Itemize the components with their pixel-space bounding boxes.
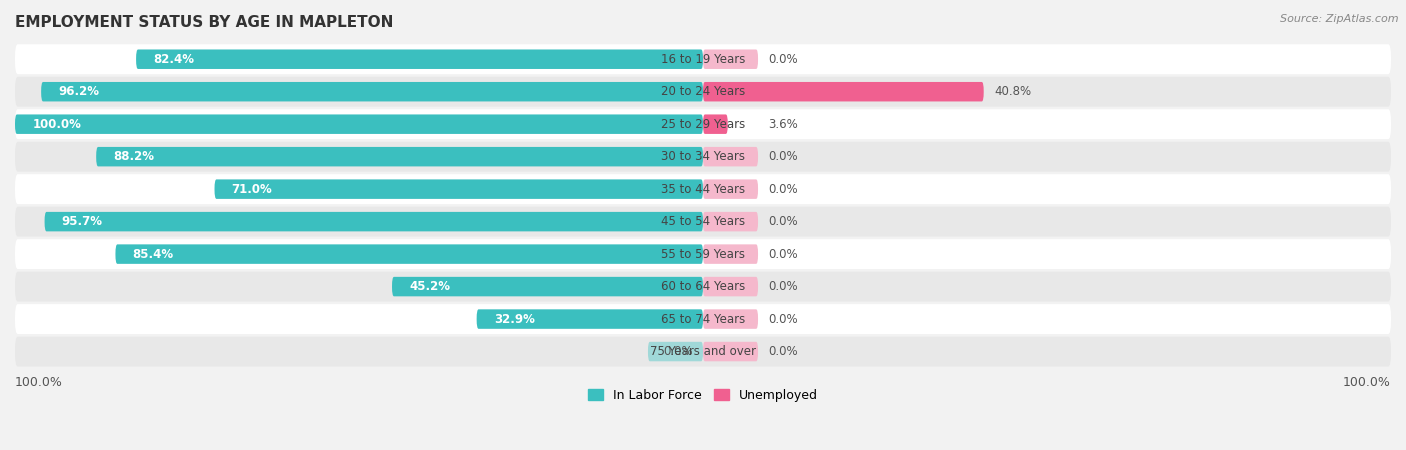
Text: 20 to 24 Years: 20 to 24 Years [661, 85, 745, 98]
FancyBboxPatch shape [15, 114, 703, 134]
FancyBboxPatch shape [15, 109, 1391, 139]
Text: 82.4%: 82.4% [153, 53, 194, 66]
FancyBboxPatch shape [648, 342, 703, 361]
Text: 25 to 29 Years: 25 to 29 Years [661, 118, 745, 130]
FancyBboxPatch shape [703, 244, 758, 264]
Text: 65 to 74 Years: 65 to 74 Years [661, 313, 745, 326]
Text: 0.0%: 0.0% [768, 53, 799, 66]
Text: 100.0%: 100.0% [32, 118, 82, 130]
Text: 16 to 19 Years: 16 to 19 Years [661, 53, 745, 66]
FancyBboxPatch shape [703, 82, 984, 101]
FancyBboxPatch shape [15, 77, 1391, 107]
Text: 88.2%: 88.2% [114, 150, 155, 163]
FancyBboxPatch shape [41, 82, 703, 101]
Text: 60 to 64 Years: 60 to 64 Years [661, 280, 745, 293]
Text: 0.0%: 0.0% [768, 248, 799, 261]
Text: Source: ZipAtlas.com: Source: ZipAtlas.com [1281, 14, 1399, 23]
FancyBboxPatch shape [703, 212, 758, 231]
Text: 75 Years and over: 75 Years and over [650, 345, 756, 358]
Text: 0.0%: 0.0% [768, 150, 799, 163]
Text: 0.0%: 0.0% [664, 345, 693, 358]
Legend: In Labor Force, Unemployed: In Labor Force, Unemployed [583, 383, 823, 406]
Text: 3.6%: 3.6% [768, 118, 799, 130]
FancyBboxPatch shape [15, 142, 1391, 171]
Text: 0.0%: 0.0% [768, 183, 799, 196]
FancyBboxPatch shape [703, 114, 728, 134]
FancyBboxPatch shape [703, 309, 758, 329]
Text: 95.7%: 95.7% [62, 215, 103, 228]
FancyBboxPatch shape [703, 342, 758, 361]
Text: 35 to 44 Years: 35 to 44 Years [661, 183, 745, 196]
FancyBboxPatch shape [15, 207, 1391, 237]
FancyBboxPatch shape [15, 304, 1391, 334]
Text: 0.0%: 0.0% [768, 215, 799, 228]
Text: 71.0%: 71.0% [232, 183, 273, 196]
Text: 45 to 54 Years: 45 to 54 Years [661, 215, 745, 228]
FancyBboxPatch shape [45, 212, 703, 231]
FancyBboxPatch shape [215, 180, 703, 199]
FancyBboxPatch shape [392, 277, 703, 297]
FancyBboxPatch shape [703, 180, 758, 199]
Text: 100.0%: 100.0% [15, 376, 63, 389]
FancyBboxPatch shape [703, 147, 758, 166]
FancyBboxPatch shape [477, 309, 703, 329]
FancyBboxPatch shape [15, 174, 1391, 204]
Text: 0.0%: 0.0% [768, 345, 799, 358]
Text: 45.2%: 45.2% [409, 280, 450, 293]
FancyBboxPatch shape [96, 147, 703, 166]
FancyBboxPatch shape [15, 239, 1391, 269]
Text: 85.4%: 85.4% [132, 248, 174, 261]
Text: 0.0%: 0.0% [768, 280, 799, 293]
Text: 40.8%: 40.8% [994, 85, 1031, 98]
Text: 30 to 34 Years: 30 to 34 Years [661, 150, 745, 163]
FancyBboxPatch shape [703, 50, 758, 69]
Text: 100.0%: 100.0% [1343, 376, 1391, 389]
Text: 32.9%: 32.9% [494, 313, 534, 326]
FancyBboxPatch shape [136, 50, 703, 69]
FancyBboxPatch shape [15, 337, 1391, 366]
Text: 0.0%: 0.0% [768, 313, 799, 326]
FancyBboxPatch shape [15, 44, 1391, 74]
FancyBboxPatch shape [15, 272, 1391, 302]
Text: 96.2%: 96.2% [58, 85, 100, 98]
FancyBboxPatch shape [703, 277, 758, 297]
Text: 55 to 59 Years: 55 to 59 Years [661, 248, 745, 261]
FancyBboxPatch shape [115, 244, 703, 264]
Text: EMPLOYMENT STATUS BY AGE IN MAPLETON: EMPLOYMENT STATUS BY AGE IN MAPLETON [15, 15, 394, 30]
